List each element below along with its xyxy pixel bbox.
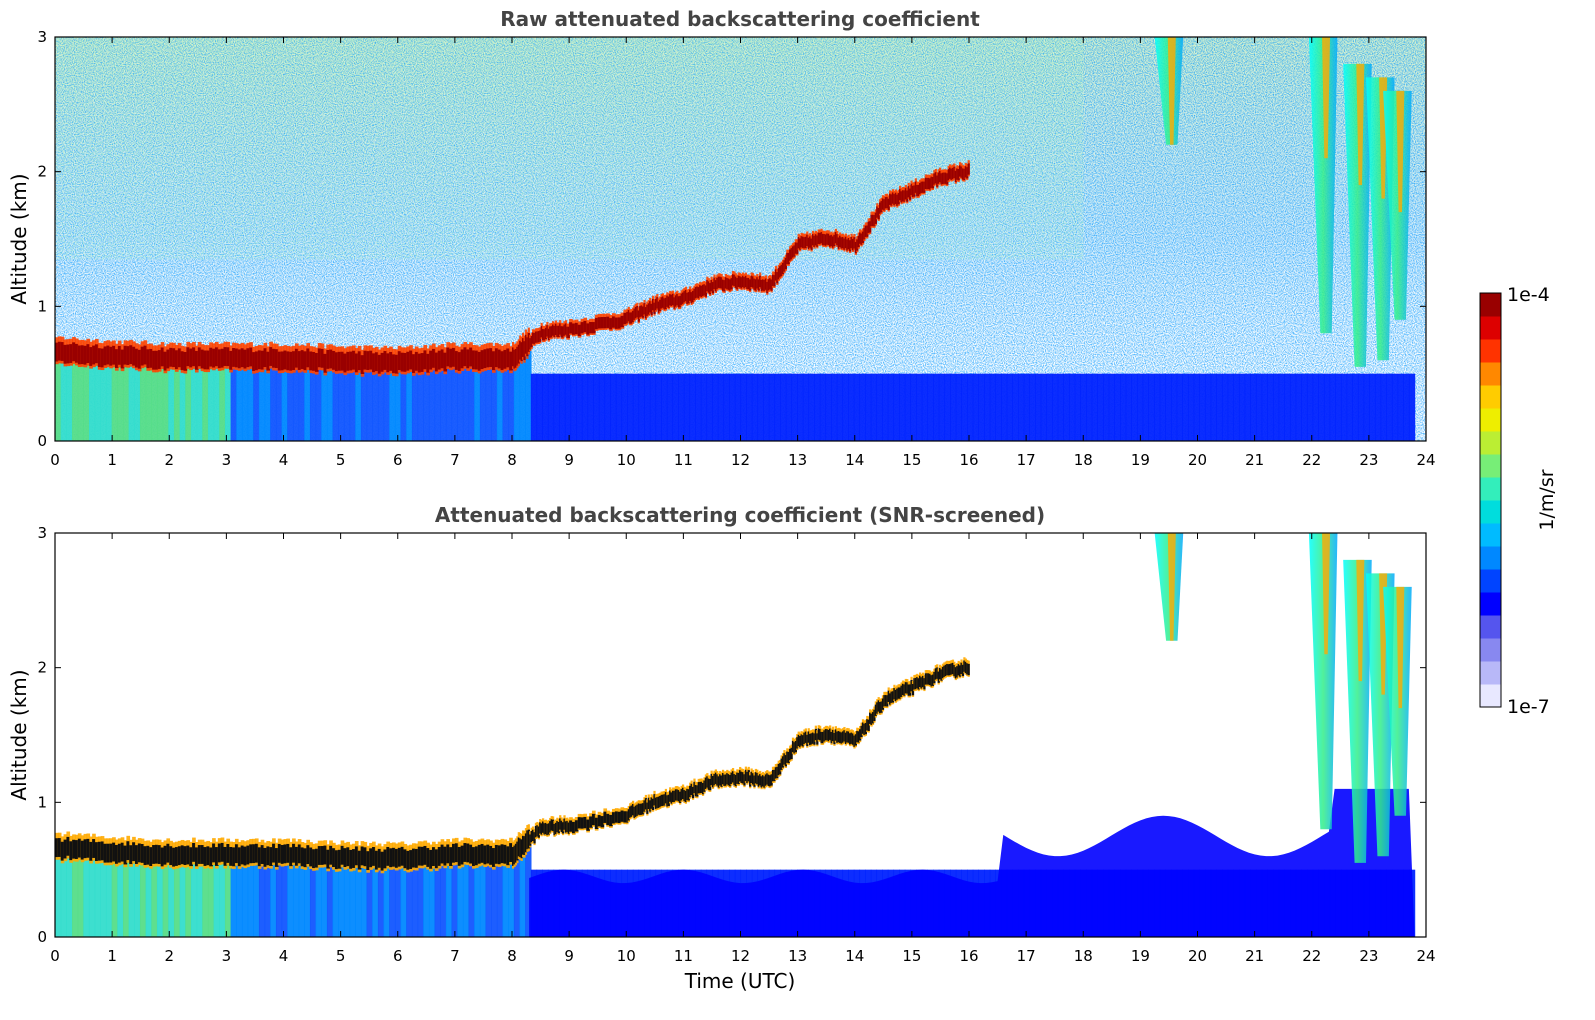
x-tick-label: 0: [50, 947, 60, 965]
colorbar-swatch: [1480, 362, 1501, 386]
x-tick-label: 16: [959, 947, 978, 965]
colorbar-swatch: [1480, 638, 1501, 662]
x-tick-label: 2: [164, 451, 174, 469]
x-tick-label: 17: [1017, 947, 1036, 965]
colorbar-swatch: [1480, 546, 1501, 570]
colorbar-swatch: [1480, 408, 1501, 432]
x-tick-label: 13: [788, 947, 807, 965]
colorbar-swatch: [1480, 523, 1501, 547]
x-tick-label: 10: [617, 451, 636, 469]
raw-backscatter-panel: Raw attenuated backscattering coefficien…: [7, 7, 1436, 469]
x-tick-label: 22: [1302, 451, 1321, 469]
x-tick-label: 16: [959, 451, 978, 469]
x-tick-label: 6: [393, 451, 403, 469]
x-tick-label: 12: [731, 947, 750, 965]
x-tick-label: 11: [674, 451, 693, 469]
x-tick-label: 20: [1188, 451, 1207, 469]
x-tick-label: 5: [336, 947, 346, 965]
screened-backscatter-panel: Attenuated backscattering coefficient (S…: [7, 503, 1436, 993]
colorbar-min-label: 1e-7: [1507, 696, 1550, 718]
x-tick-label: 1: [107, 451, 117, 469]
x-tick-label: 12: [731, 451, 750, 469]
x-tick-label: 24: [1416, 451, 1435, 469]
x-tick-label: 17: [1017, 451, 1036, 469]
x-tick-label: 9: [564, 451, 574, 469]
x-tick-label: 1: [107, 947, 117, 965]
x-tick-label: 22: [1302, 947, 1321, 965]
y-tick-label: 2: [37, 659, 47, 677]
x-tick-label: 9: [564, 947, 574, 965]
y-tick-label: 3: [37, 28, 47, 46]
colorbar-swatch: [1480, 684, 1501, 708]
x-tick-label: 0: [50, 451, 60, 469]
x-tick-label: 19: [1131, 451, 1150, 469]
x-tick-label: 3: [222, 451, 232, 469]
colorbar-swatch: [1480, 316, 1501, 340]
screened-backscatter-plot-area: [55, 533, 1426, 937]
panel-1-title: Raw attenuated backscattering coefficien…: [500, 7, 980, 31]
x-tick-label: 7: [450, 947, 460, 965]
x-tick-label: 11: [674, 947, 693, 965]
colorbar-swatch: [1480, 385, 1501, 409]
x-tick-label: 20: [1188, 947, 1207, 965]
y-tick-label: 1: [37, 297, 47, 315]
x-tick-label: 8: [507, 947, 517, 965]
x-tick-label: 15: [902, 451, 921, 469]
y-tick-label: 0: [37, 928, 47, 946]
colorbar-swatch: [1480, 569, 1501, 593]
y-tick-label: 1: [37, 793, 47, 811]
colorbar-swatch: [1480, 500, 1501, 524]
x-tick-label: 18: [1074, 947, 1093, 965]
x-tick-label: 15: [902, 947, 921, 965]
y-tick-label: 0: [37, 432, 47, 450]
colorbar-swatch: [1480, 592, 1501, 616]
heatmap-field: [55, 37, 1426, 441]
panel-1-x-ticks: 0 1 2 3 4 5 6 7 8 9 10 11 12 13 14 15 16 17 18 19 20 21 22 23 24: [50, 37, 1436, 469]
x-tick-label: 13: [788, 451, 807, 469]
x-tick-label: 6: [393, 947, 403, 965]
x-tick-label: 23: [1359, 947, 1378, 965]
x-tick-label: 21: [1245, 947, 1264, 965]
x-axis-label: Time (UTC): [684, 969, 796, 993]
heatmap-field: [55, 533, 1426, 937]
colorbar-unit-label: 1/m/sr: [1536, 469, 1558, 530]
panel-2-y-ticks: 0 1 2 3: [37, 524, 1426, 946]
colorbar-swatch: [1480, 615, 1501, 639]
x-tick-label: 24: [1416, 947, 1435, 965]
x-tick-label: 8: [507, 451, 517, 469]
colorbar-swatch: [1480, 661, 1501, 685]
x-tick-label: 18: [1074, 451, 1093, 469]
x-tick-label: 14: [845, 947, 864, 965]
x-tick-label: 7: [450, 451, 460, 469]
panel-2-x-ticks: 0 1 2 3 4 5 6 7 8 9 10 11 12 13 14 15 16 17 18 19 20 21 22 23 24: [50, 533, 1436, 965]
x-tick-label: 4: [279, 947, 289, 965]
colorbar-swatch: [1480, 293, 1501, 317]
x-tick-label: 23: [1359, 451, 1378, 469]
colorbar-swatches: [1480, 293, 1501, 708]
panel-2-title: Attenuated backscattering coefficient (S…: [435, 503, 1045, 527]
panel-1-y-ticks: 0 1 2 3: [37, 28, 1426, 450]
colorbar-frame: [1479, 292, 1502, 708]
colorbar: 1e-4 1e-7 1/m/sr: [1479, 284, 1558, 718]
colorbar-max-label: 1e-4: [1507, 284, 1550, 306]
colorbar-swatch: [1480, 431, 1501, 455]
y-tick-label: 3: [37, 524, 47, 542]
x-tick-label: 5: [336, 451, 346, 469]
colorbar-swatch: [1480, 339, 1501, 363]
x-tick-label: 10: [617, 947, 636, 965]
panel-2-y-axis-label: Altitude (km): [7, 669, 31, 800]
y-tick-label: 2: [37, 163, 47, 181]
x-tick-label: 4: [279, 451, 289, 469]
raw-backscatter-plot-area: [55, 37, 1426, 441]
colorbar-swatch: [1480, 454, 1501, 478]
x-tick-label: 19: [1131, 947, 1150, 965]
panel-1-y-axis-label: Altitude (km): [7, 173, 31, 304]
colorbar-swatch: [1480, 477, 1501, 501]
x-tick-label: 3: [222, 947, 232, 965]
x-tick-label: 2: [164, 947, 174, 965]
x-tick-label: 14: [845, 451, 864, 469]
x-tick-label: 21: [1245, 451, 1264, 469]
